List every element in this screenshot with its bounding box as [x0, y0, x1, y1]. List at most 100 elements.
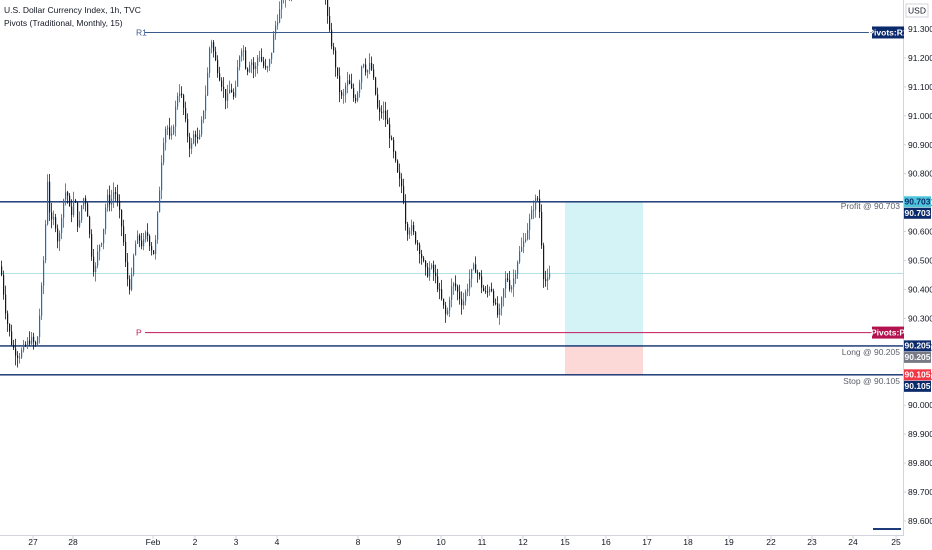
y-tick-label: 90.300	[908, 313, 932, 323]
candle-body	[351, 83, 353, 89]
candle-body	[465, 292, 467, 302]
y-tick-label: 89.800	[908, 458, 932, 468]
y-tick-label: 90.800	[908, 169, 932, 179]
candle-body	[381, 111, 383, 113]
candle-body	[111, 199, 113, 205]
x-tick-label: 27	[28, 537, 38, 547]
x-tick-label: 4	[275, 537, 280, 547]
candle-body	[177, 96, 179, 107]
candle-body	[89, 216, 91, 235]
candle-body	[515, 274, 517, 279]
candle-body	[1, 266, 3, 276]
scroll-marker	[873, 528, 901, 530]
candle-body	[115, 192, 117, 194]
candle-body	[63, 199, 65, 218]
y-tick-label: 90.900	[908, 140, 932, 150]
candle-body	[435, 272, 437, 277]
time-axis[interactable]: 27 28 Feb 2 3 4 8 9 10 11 12 15 16 17 18 19 22 23 24 25	[28, 536, 901, 547]
candle-body	[429, 267, 431, 277]
candle-body	[327, 0, 329, 16]
candle-body	[81, 205, 83, 221]
y-tick-label: 89.600	[908, 516, 932, 526]
candle-body	[345, 85, 347, 95]
candle-body	[481, 276, 483, 288]
candle-body	[251, 62, 253, 65]
candle-body	[47, 181, 49, 225]
candle-body	[457, 286, 459, 292]
candle-body	[143, 238, 145, 247]
candle-body	[337, 67, 339, 76]
candle-body	[83, 198, 85, 206]
y-tick-label: 89.700	[908, 487, 932, 497]
y-tick-label: 90.000	[908, 400, 932, 410]
chart-title: U.S. Dollar Currency Index, 1h, TVC	[4, 5, 141, 15]
candle-body	[529, 218, 531, 231]
loss-zone[interactable]	[565, 345, 643, 375]
candle-body	[77, 202, 79, 227]
x-tick-label: 15	[560, 537, 570, 547]
x-tick-label: 18	[683, 537, 693, 547]
pivot-r1-tag-bg	[872, 26, 904, 39]
x-tick-label: 22	[766, 537, 776, 547]
candle-body	[375, 77, 377, 95]
profit-tag: 90.703	[905, 208, 931, 218]
x-tick-label: 3	[234, 537, 239, 547]
candle-body	[17, 355, 19, 358]
candle-body	[141, 240, 143, 247]
candle-body	[133, 255, 135, 275]
candle-body	[137, 235, 139, 244]
x-tick-label: 28	[68, 537, 78, 547]
candle-body	[505, 278, 507, 289]
candle-body	[55, 217, 57, 229]
candle-body	[261, 57, 263, 62]
candle-body	[263, 61, 265, 66]
candle-body	[507, 278, 509, 280]
candle-body	[235, 86, 237, 97]
candle-body	[425, 260, 427, 268]
candle-body	[231, 89, 233, 93]
candle-body	[531, 210, 533, 219]
candle-body	[113, 192, 115, 200]
candle-body	[211, 42, 213, 49]
stop-tag-red: 90.105	[905, 370, 931, 380]
candle-body	[97, 251, 99, 266]
candle-body	[221, 80, 223, 87]
candle-body	[117, 193, 119, 201]
candle-body	[57, 228, 59, 242]
candle-body	[411, 225, 413, 231]
candle-body	[443, 298, 445, 306]
candle-body	[453, 283, 455, 287]
candle-body	[399, 171, 401, 179]
x-tick-label: 16	[601, 537, 611, 547]
candle-body	[357, 92, 359, 101]
candle-body	[329, 15, 331, 30]
candle-body	[233, 92, 235, 97]
candle-body	[271, 52, 273, 60]
candle-body	[379, 107, 381, 112]
candle-body	[151, 246, 153, 251]
candle-body	[21, 350, 23, 358]
candle-body	[349, 80, 351, 84]
candle-body	[195, 134, 197, 138]
candle-body	[335, 50, 337, 68]
entry-tag-bg	[904, 340, 931, 352]
candle-body	[485, 291, 487, 293]
candle-body	[103, 228, 105, 244]
pivots-indicator-label[interactable]: Pivots (Traditional, Monthly, 15)	[4, 18, 123, 28]
candle-body	[37, 336, 39, 345]
candle-body	[99, 245, 101, 252]
candle-body	[497, 303, 499, 315]
candle-body	[279, 9, 281, 23]
pivot-r1-label: R1	[136, 27, 147, 37]
candle-body	[537, 198, 539, 200]
candle-body	[53, 217, 55, 220]
candle-body	[179, 93, 181, 97]
entry-label: Long @ 90.205	[842, 347, 901, 357]
candle-body	[439, 289, 441, 291]
candle-body	[171, 133, 173, 136]
candle-body	[393, 139, 395, 152]
stop-label: Stop @ 90.105	[843, 376, 900, 386]
price-axis[interactable]: 91.300 91.200 91.100 91.000 90.900 90.800 90.7…	[903, 24, 932, 526]
